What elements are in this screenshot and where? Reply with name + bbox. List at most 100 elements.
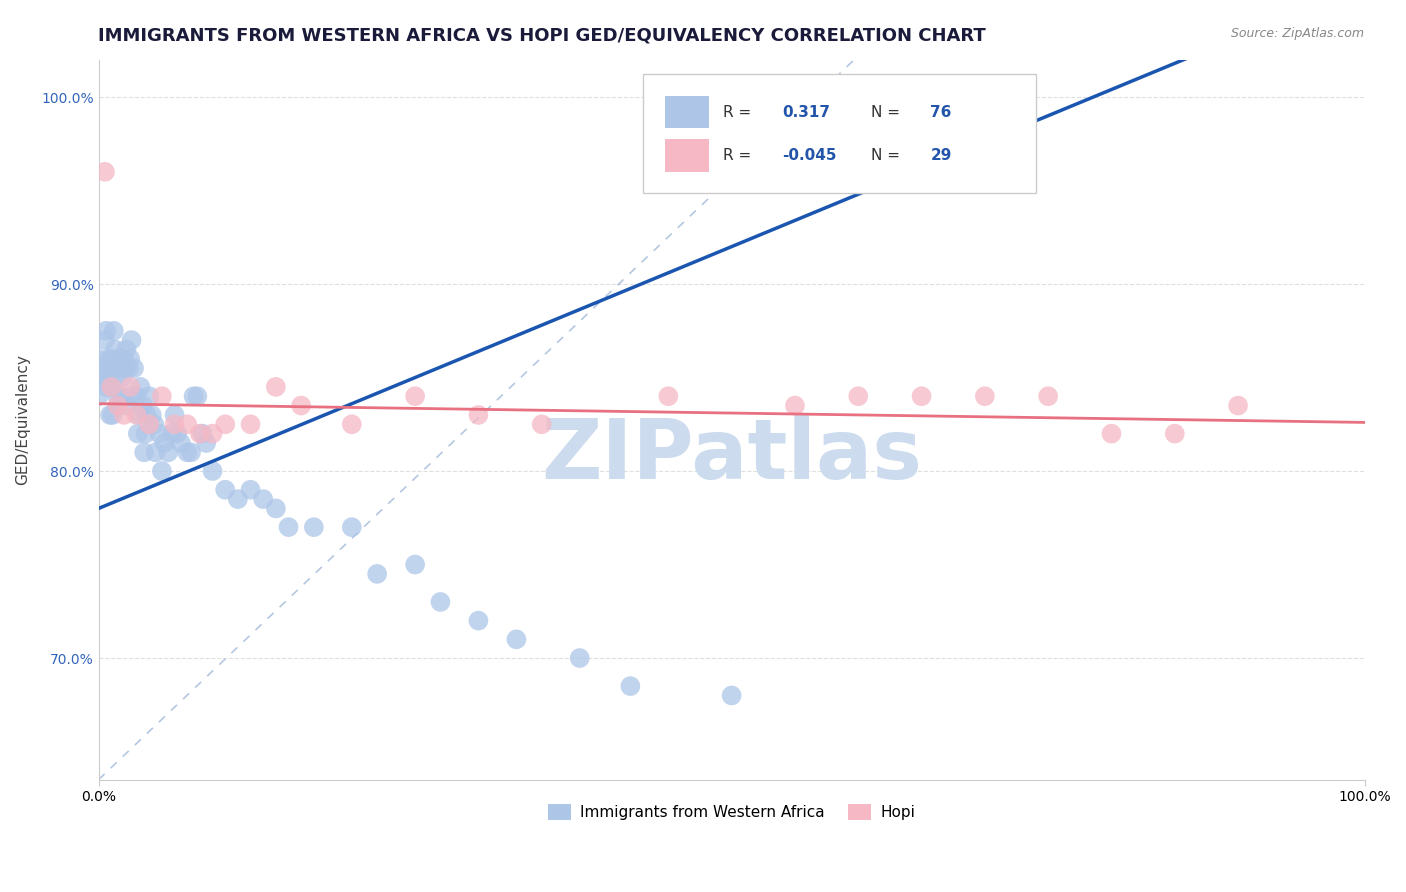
Point bbox=[163, 408, 186, 422]
Text: -0.045: -0.045 bbox=[782, 148, 837, 163]
Point bbox=[404, 558, 426, 572]
Text: 29: 29 bbox=[931, 148, 952, 163]
Point bbox=[214, 417, 236, 432]
Point bbox=[846, 389, 869, 403]
Text: Source: ZipAtlas.com: Source: ZipAtlas.com bbox=[1230, 27, 1364, 40]
Point bbox=[657, 389, 679, 403]
Point bbox=[96, 361, 118, 376]
Point bbox=[340, 417, 363, 432]
Point bbox=[96, 380, 118, 394]
Point bbox=[138, 417, 160, 432]
Point bbox=[129, 380, 152, 394]
Point bbox=[91, 370, 114, 384]
Bar bbox=[665, 139, 709, 171]
Point bbox=[340, 520, 363, 534]
Point bbox=[107, 399, 129, 413]
Legend: Immigrants from Western Africa, Hopi: Immigrants from Western Africa, Hopi bbox=[543, 797, 921, 826]
Point bbox=[107, 389, 129, 403]
Point bbox=[170, 436, 193, 450]
Point bbox=[118, 361, 141, 376]
Point bbox=[117, 399, 139, 413]
Point bbox=[183, 389, 205, 403]
Point bbox=[404, 389, 426, 403]
Point bbox=[619, 679, 641, 693]
Point bbox=[127, 426, 149, 441]
Point bbox=[720, 689, 742, 703]
Point bbox=[94, 165, 117, 179]
Point bbox=[134, 426, 156, 441]
Point bbox=[239, 417, 262, 432]
Point bbox=[104, 343, 127, 357]
Point bbox=[176, 445, 198, 459]
Text: R =: R = bbox=[723, 104, 756, 120]
Point bbox=[125, 408, 148, 422]
Point bbox=[467, 408, 489, 422]
Point bbox=[112, 351, 135, 366]
Point bbox=[132, 399, 155, 413]
Point bbox=[277, 520, 299, 534]
Point bbox=[138, 389, 160, 403]
Point bbox=[1164, 426, 1187, 441]
Point bbox=[429, 595, 451, 609]
Point bbox=[148, 426, 170, 441]
FancyBboxPatch shape bbox=[643, 74, 1035, 193]
Text: ZIPatlas: ZIPatlas bbox=[541, 415, 922, 496]
Point bbox=[107, 399, 129, 413]
Point bbox=[120, 351, 142, 366]
Point bbox=[121, 333, 143, 347]
Point bbox=[101, 408, 124, 422]
Point bbox=[122, 361, 145, 376]
Point bbox=[112, 408, 135, 422]
Point bbox=[87, 389, 110, 403]
Point bbox=[100, 351, 122, 366]
Point bbox=[910, 389, 932, 403]
Point bbox=[568, 651, 591, 665]
Text: 76: 76 bbox=[931, 104, 952, 120]
Point bbox=[180, 445, 202, 459]
Point bbox=[783, 399, 806, 413]
Point bbox=[150, 464, 173, 478]
Point bbox=[176, 417, 198, 432]
Point bbox=[1227, 399, 1250, 413]
Point bbox=[114, 361, 136, 376]
Text: R =: R = bbox=[723, 148, 756, 163]
Text: 0.317: 0.317 bbox=[782, 104, 831, 120]
Point bbox=[97, 370, 120, 384]
Point bbox=[201, 464, 224, 478]
Point bbox=[105, 370, 128, 384]
Point bbox=[143, 417, 166, 432]
Point bbox=[100, 380, 122, 394]
Point bbox=[115, 343, 138, 357]
Point bbox=[90, 361, 112, 376]
Point bbox=[1101, 426, 1123, 441]
Point bbox=[110, 389, 132, 403]
Point bbox=[100, 361, 122, 376]
Point bbox=[264, 380, 287, 394]
Point bbox=[153, 436, 176, 450]
Point bbox=[134, 445, 156, 459]
Point bbox=[188, 426, 211, 441]
Point bbox=[96, 324, 118, 338]
Point bbox=[157, 445, 180, 459]
Point bbox=[98, 408, 121, 422]
Text: N =: N = bbox=[870, 148, 905, 163]
Text: IMMIGRANTS FROM WESTERN AFRICA VS HOPI GED/EQUIVALENCY CORRELATION CHART: IMMIGRANTS FROM WESTERN AFRICA VS HOPI G… bbox=[98, 27, 986, 45]
Point bbox=[120, 389, 142, 403]
Point bbox=[128, 408, 150, 422]
Point bbox=[214, 483, 236, 497]
Point bbox=[366, 566, 388, 581]
Point bbox=[264, 501, 287, 516]
Point bbox=[125, 389, 148, 403]
Point bbox=[530, 417, 553, 432]
Point bbox=[94, 333, 117, 347]
Point bbox=[150, 389, 173, 403]
Point bbox=[290, 399, 312, 413]
Point bbox=[191, 426, 214, 441]
Y-axis label: GED/Equivalency: GED/Equivalency bbox=[15, 354, 30, 485]
Point bbox=[97, 351, 120, 366]
Point bbox=[135, 408, 157, 422]
Point bbox=[87, 351, 110, 366]
Point bbox=[103, 324, 125, 338]
Point bbox=[467, 614, 489, 628]
Point bbox=[160, 426, 183, 441]
